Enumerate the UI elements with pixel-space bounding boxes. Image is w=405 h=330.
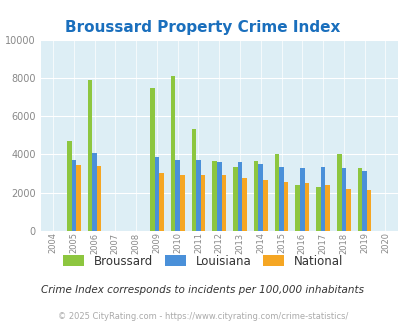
Bar [242,178,246,231]
Bar [216,162,221,231]
Bar [97,166,101,231]
Bar [150,88,154,231]
Bar [196,160,200,231]
Bar [304,183,309,231]
Bar [171,76,175,231]
Text: Crime Index corresponds to incidents per 100,000 inhabitants: Crime Index corresponds to incidents per… [41,285,364,295]
Bar [324,185,329,231]
Bar [320,167,324,231]
Bar [179,175,184,231]
Bar [345,189,350,231]
Bar [232,167,237,231]
Bar [175,160,179,231]
Bar [159,173,163,231]
Bar [366,190,371,231]
Text: © 2025 CityRating.com - https://www.cityrating.com/crime-statistics/: © 2025 CityRating.com - https://www.city… [58,312,347,321]
Bar [341,168,345,231]
Bar [200,176,205,231]
Bar [262,180,267,231]
Bar [67,141,71,231]
Bar [191,129,196,231]
Bar [279,167,283,231]
Bar [76,165,81,231]
Bar [295,185,299,231]
Bar [274,154,279,231]
Bar [253,161,258,231]
Bar [237,162,242,231]
Bar [315,187,320,231]
Bar [154,157,159,231]
Bar [336,154,341,231]
Legend: Broussard, Louisiana, National: Broussard, Louisiana, National [58,250,347,273]
Bar [212,161,216,231]
Bar [283,182,288,231]
Bar [357,168,362,231]
Bar [71,160,76,231]
Bar [92,153,97,231]
Bar [362,171,366,231]
Bar [258,164,262,231]
Text: Broussard Property Crime Index: Broussard Property Crime Index [65,20,340,35]
Bar [299,168,304,231]
Bar [87,80,92,231]
Bar [221,176,226,231]
